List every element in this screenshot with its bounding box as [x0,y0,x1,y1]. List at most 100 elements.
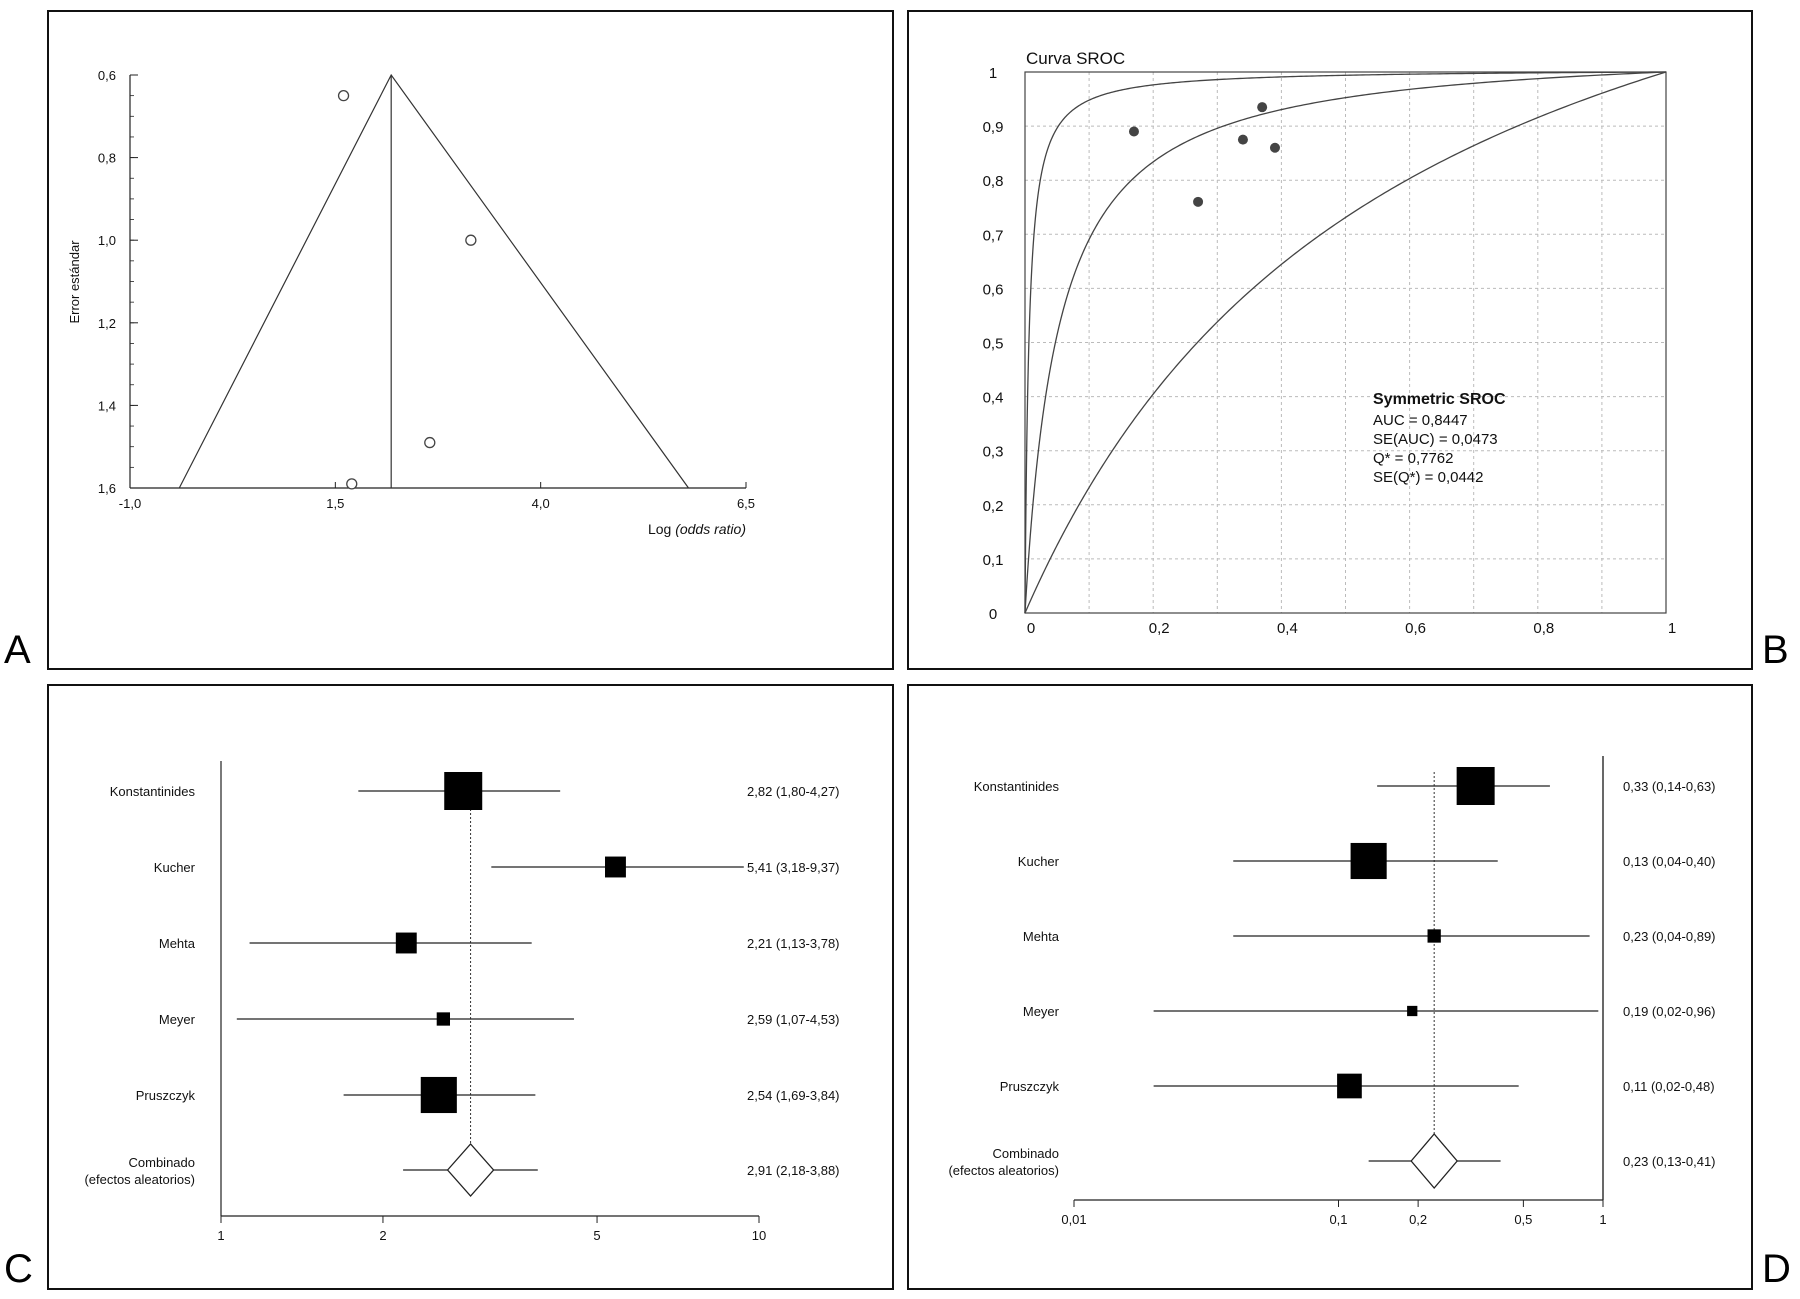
study-point [337,90,350,102]
study-effect-label: 0,13 (0,04-0,40) [1623,854,1716,869]
study-weight-box [1337,1073,1362,1099]
x-tick-label: 0,2 [1409,1212,1427,1227]
study-effect-label: 2,54 (1,69-3,84) [747,1088,840,1103]
x-tick-label: 0 [1027,620,1035,637]
study-name: Mehta [159,936,196,951]
panel-letter-a: A [4,628,31,672]
combined-effect-label: 2,91 (2,18-3,88) [747,1163,840,1178]
combined-label: Combinado [129,1155,196,1170]
y-tick-label: 0,3 [983,444,1004,461]
y-tick-label: 1,4 [98,398,116,413]
combined-label-sub: (efectos aleatorios) [84,1172,195,1187]
x-tick-label: 0,1 [1329,1212,1347,1227]
x-tick-label: 0,6 [1405,620,1426,637]
sroc-curve-line [1024,71,1667,614]
plot-area-frame [1024,71,1667,614]
y-tick-label: 0,1 [983,552,1004,569]
y-tick-label: 1,6 [98,481,116,496]
study-point [1269,142,1280,153]
study-point [346,478,358,490]
panel-letter-d: D [1762,1247,1791,1291]
y-tick-label: 0,7 [983,227,1004,244]
x-tick-label: 6,5 [737,496,755,511]
x-tick-label: 10 [752,1228,766,1243]
study-effect-label: 2,82 (1,80-4,27) [747,784,840,799]
forest-plot-d: 0,01 0,1 0,2 0,5 1 Konstantinides 0,33 (0,14-0… [948,756,1716,1227]
panel-letter-b: B [1762,628,1789,672]
x-tick-label: 0,4 [1277,620,1298,637]
study-point [424,436,436,449]
combined-effect-diamond [1410,1132,1459,1190]
x-tick-label: 4,0 [532,496,550,511]
sroc-curve-line [1024,71,1667,614]
y-tick-label: 0,8 [983,173,1004,190]
panel-letter-c: C [4,1247,33,1291]
x-tick-label: 1 [1599,1212,1606,1227]
study-name: Kucher [154,860,196,875]
y-tick-label: 0,6 [98,68,116,83]
study-effect-label: 2,59 (1,07-4,53) [747,1012,840,1027]
funnel-plot-panel: 0,6 0,8 1,0 1,2 1,4 1,6 -1,0 1,5 4,0 6,5 Error est… [47,10,894,670]
study-name: Konstantinides [110,784,196,799]
y-axis-label: Error estándar [67,240,82,324]
study-effect-label: 0,19 (0,02-0,96) [1623,1004,1716,1019]
x-tick-label: 0,5 [1514,1212,1532,1227]
study-name: Pruszczyk [136,1088,196,1103]
forest-plot-d-panel: 0,01 0,1 0,2 0,5 1 Konstantinides 0,33 (0,14-0… [907,684,1753,1290]
study-effect-label: 0,33 (0,14-0,63) [1623,779,1716,794]
study-weight-box [444,772,483,810]
study-effect-label: 5,41 (3,18-9,37) [747,860,840,875]
combined-label-sub: (efectos aleatorios) [948,1163,1059,1178]
study-weight-box [395,932,417,954]
x-tick-label: 0,2 [1149,620,1170,637]
study-point [1193,196,1204,207]
annotation-heading: Symmetric SROC [1373,391,1506,408]
funnel-boundary-line [178,73,689,489]
study-name: Meyer [159,1012,196,1027]
sroc-curve-panel: Curva SROC 0 0,1 0,2 0,3 0,4 0,5 0,6 0,7 0,8 0,9 1 0… [907,10,1753,670]
y-tick-label: 1,0 [98,233,116,248]
y-tick-label: 0 [989,606,997,623]
funnel-plot: 0,6 0,8 1,0 1,2 1,4 1,6-1,0 1,5 4,0 6,5 Error est… [67,68,755,537]
annotation-line: Q* = 0,7762 [1373,450,1453,467]
x-tick-label: 2 [379,1228,386,1243]
y-tick-label: 0,6 [983,281,1004,298]
sroc-plot: Curva SROC 0 0,1 0,2 0,3 0,4 0,5 0,6 0,7 0,8 0,9 1 0… [983,49,1677,637]
study-weight-box [605,856,626,878]
y-tick-label: 0,4 [983,390,1004,407]
x-tick-label: 0,01 [1061,1212,1086,1227]
x-axis-label: Log (odds ratio) [648,521,746,537]
study-effect-label: 0,11 (0,02-0,48) [1623,1079,1715,1094]
study-weight-box [436,1012,451,1026]
study-weight-box [1407,1005,1418,1017]
x-tick-label: 1 [1668,620,1676,637]
chart-title: Curva SROC [1026,49,1125,68]
study-effect-label: 0,23 (0,04-0,89) [1623,929,1716,944]
study-name: Konstantinides [974,779,1060,794]
study-name: Meyer [1023,1004,1060,1019]
sroc-curve-line [1024,71,1667,613]
study-name: Kucher [1018,854,1060,869]
x-tick-label: 0,8 [1533,620,1554,637]
study-weight-box [1350,842,1387,880]
study-point [1128,126,1139,137]
x-tick-label: 5 [593,1228,600,1243]
study-point [465,234,477,246]
study-weight-box [1456,767,1495,805]
x-tick-label: 1,5 [326,496,344,511]
combined-label: Combinado [993,1146,1060,1161]
forest-plot-c: 1 2 5 10 Konstantinides 2,82 (1,80-4,27) Kuche… [84,761,840,1243]
forest-plot-c-panel: 1 2 5 10 Konstantinides 2,82 (1,80-4,27) Kuche… [47,684,894,1290]
y-tick-label: 0,8 [98,151,116,166]
y-tick-label: 0,9 [983,119,1004,136]
study-name: Pruszczyk [1000,1079,1060,1094]
annotation-line: AUC = 0,8447 [1373,412,1468,429]
study-effect-label: 2,21 (1,13-3,78) [747,936,840,951]
study-weight-box [1427,929,1441,943]
y-tick-label: 0,5 [983,336,1004,353]
combined-effect-diamond [446,1143,495,1197]
combined-effect-label: 0,23 (0,13-0,41) [1623,1154,1716,1169]
x-tick-label: 1 [217,1228,224,1243]
y-tick-label: 1,2 [98,316,116,331]
y-tick-label: 1 [989,65,997,82]
